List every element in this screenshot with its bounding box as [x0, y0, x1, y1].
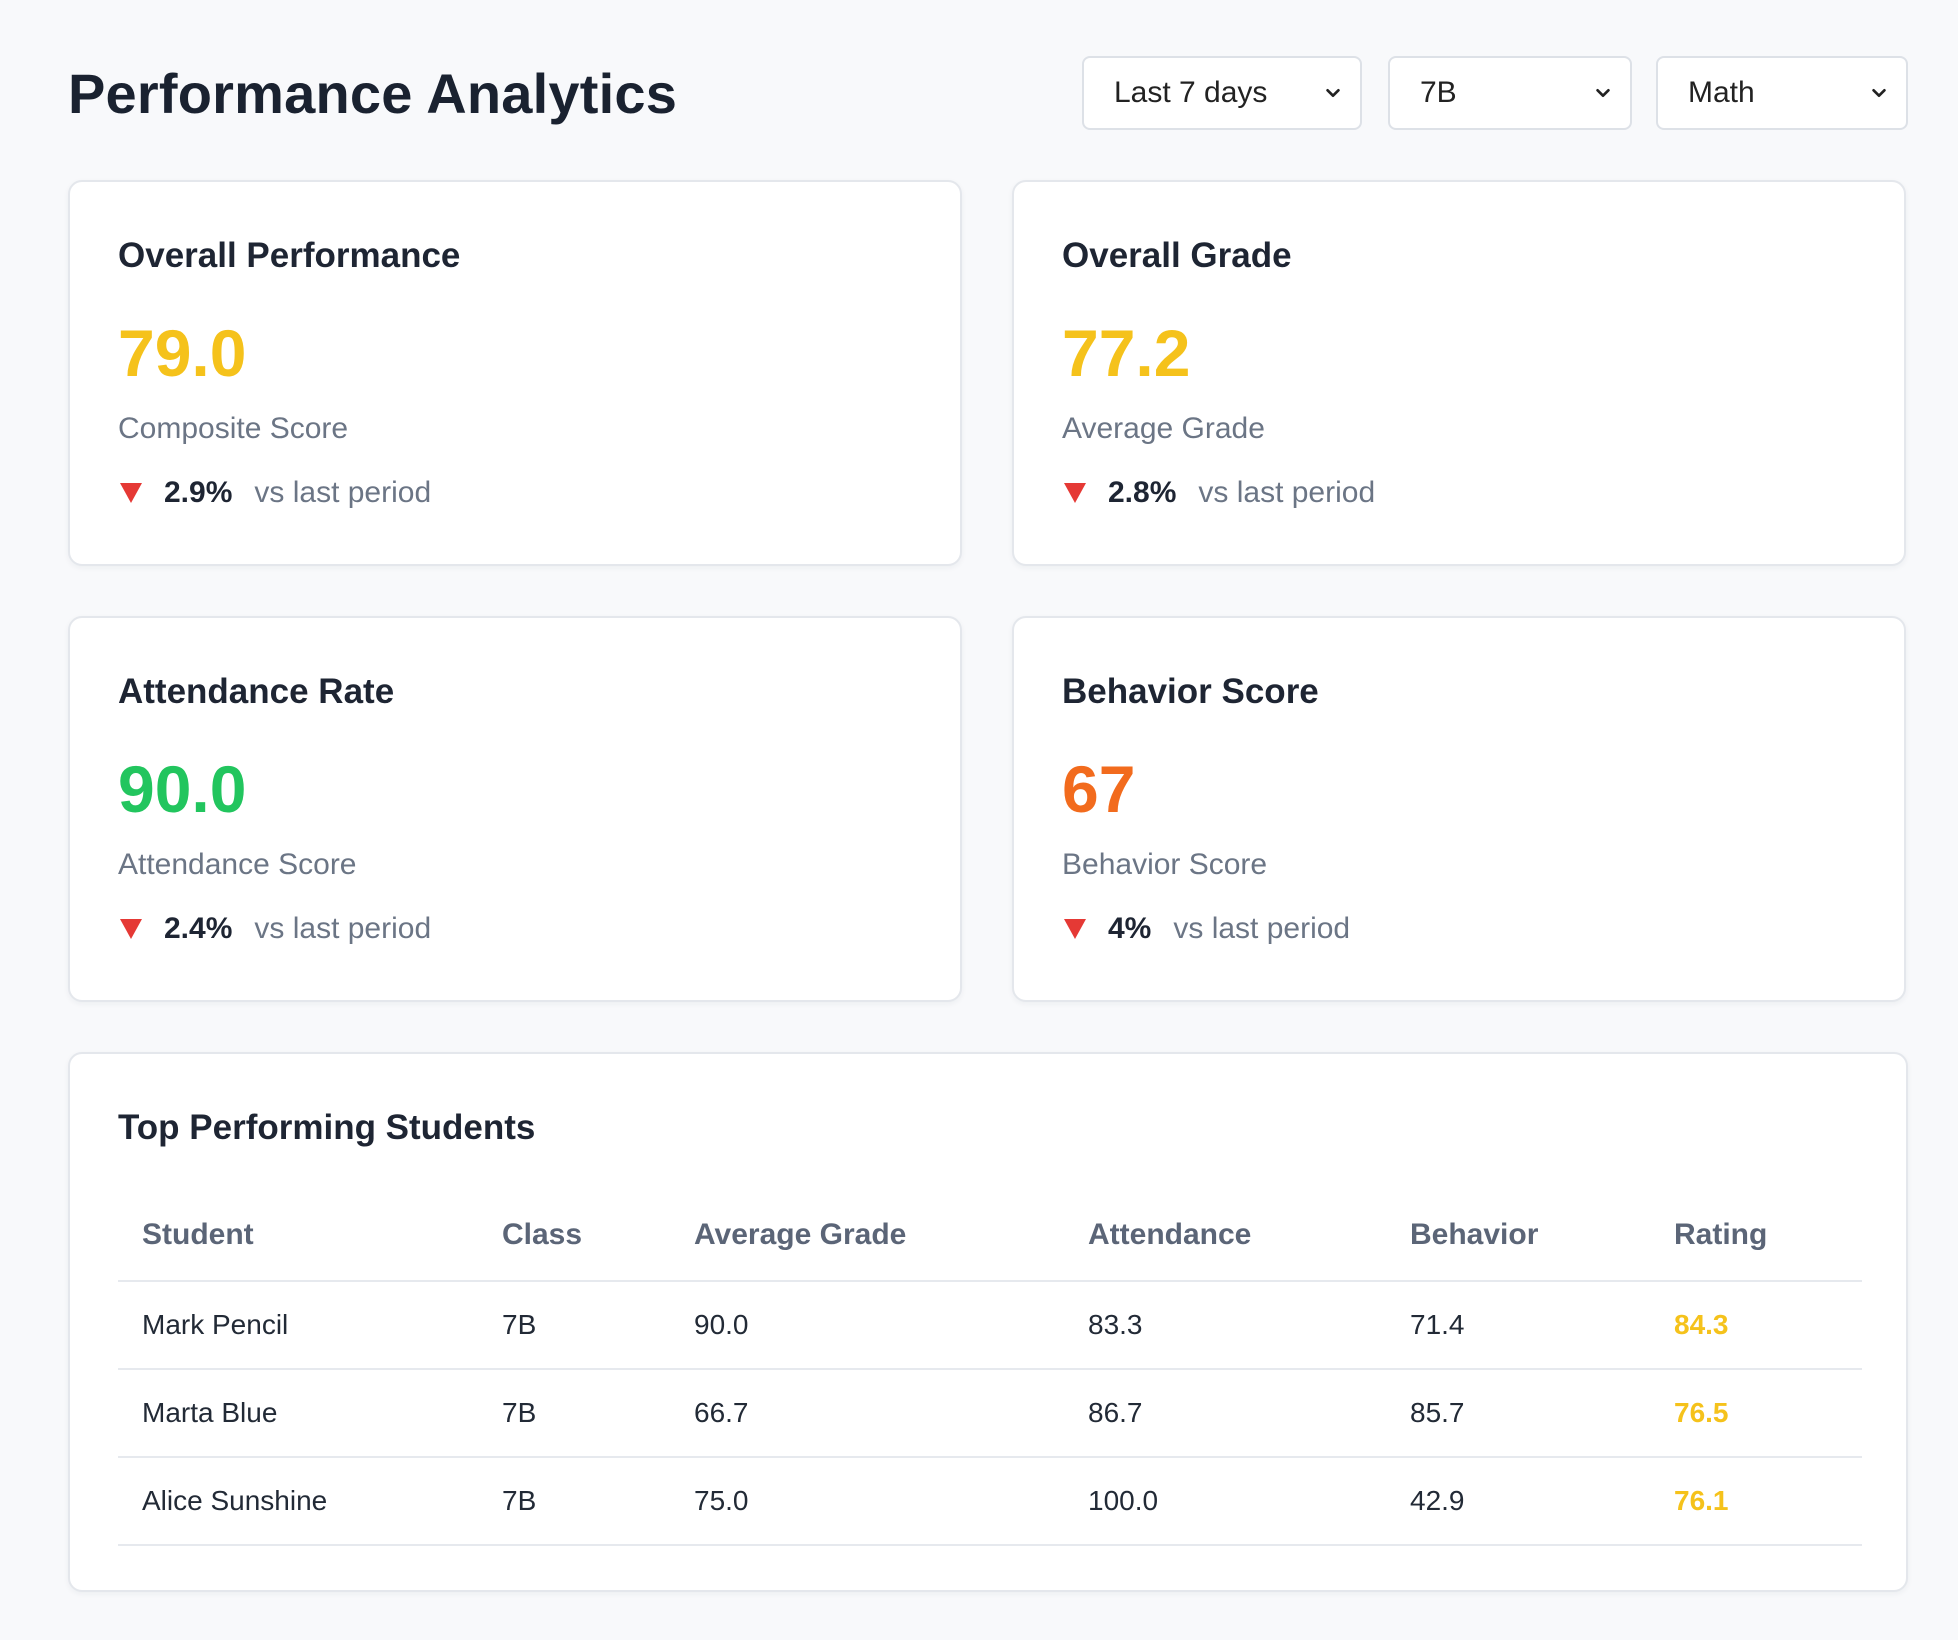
behavior-cell: 42.9 — [1410, 1485, 1465, 1516]
metric-label: Composite Score — [118, 412, 349, 445]
metric-title: Overall Performance — [118, 236, 461, 275]
metric-value: 90.0 — [118, 752, 247, 826]
student-name-cell: Alice Sunshine — [142, 1485, 328, 1516]
class-select[interactable]: 7B — [1388, 56, 1632, 130]
trend-down-icon — [1064, 919, 1086, 939]
change-text: vs last period — [254, 912, 432, 945]
page-title: Performance Analytics — [68, 62, 678, 125]
metric-change: 4% vs last period — [1062, 910, 1904, 948]
column-header-behavior[interactable]: Behavior — [1410, 1218, 1539, 1251]
change-text: vs last period — [254, 476, 432, 509]
student-name-cell: Marta Blue — [142, 1397, 278, 1428]
metric-title: Behavior Score — [1062, 672, 1319, 711]
behavior-cell: 71.4 — [1410, 1309, 1465, 1340]
change-text: vs last period — [1198, 476, 1376, 509]
table-row[interactable]: Marta Blue 7B 66.7 86.7 85.7 76.5 — [118, 1370, 1862, 1458]
table-title: Top Performing Students — [118, 1108, 536, 1147]
trend-down-icon — [1064, 483, 1086, 503]
table-row[interactable]: Mark Pencil 7B 90.0 83.3 71.4 84.3 — [118, 1282, 1862, 1370]
metric-label: Behavior Score — [1062, 848, 1268, 881]
average-grade-cell: 66.7 — [694, 1397, 749, 1428]
metric-value: 77.2 — [1062, 316, 1191, 390]
student-name-cell: Mark Pencil — [142, 1309, 289, 1340]
rating-cell: 84.3 — [1674, 1309, 1729, 1340]
trend-down-icon — [120, 483, 142, 503]
overall-performance-card: Overall Performance 79.0 Composite Score… — [68, 180, 962, 566]
change-value: 2.4% — [164, 912, 233, 945]
change-value: 2.9% — [164, 476, 233, 509]
column-header-rating[interactable]: Rating — [1674, 1218, 1768, 1251]
behavior-cell: 85.7 — [1410, 1397, 1465, 1428]
metric-label: Attendance Score — [118, 848, 357, 881]
column-header-class[interactable]: Class — [502, 1218, 583, 1251]
metric-label: Average Grade — [1062, 412, 1265, 445]
column-header-attendance[interactable]: Attendance — [1088, 1218, 1252, 1251]
class-select-value: 7B — [1420, 76, 1457, 109]
period-select-value: Last 7 days — [1114, 76, 1268, 109]
chevron-down-icon — [1326, 88, 1340, 98]
overall-grade-card: Overall Grade 77.2 Average Grade 2.8% vs… — [1012, 180, 1906, 566]
class-cell: 7B — [502, 1309, 537, 1340]
column-header-student[interactable]: Student — [142, 1218, 254, 1251]
trend-down-icon — [120, 919, 142, 939]
top-students-card: Top Performing Students Student Class Av… — [68, 1052, 1908, 1592]
students-table: Student Class Average Grade Attendance B… — [118, 1190, 1862, 1546]
attendance-cell: 100.0 — [1088, 1485, 1159, 1516]
rating-cell: 76.5 — [1674, 1397, 1729, 1428]
metric-change: 2.8% vs last period — [1062, 474, 1904, 512]
metric-change: 2.9% vs last period — [118, 474, 960, 512]
attendance-cell: 83.3 — [1088, 1309, 1143, 1340]
metric-change: 2.4% vs last period — [118, 910, 960, 948]
metric-value: 79.0 — [118, 316, 247, 390]
metric-title: Attendance Rate — [118, 672, 395, 711]
chevron-down-icon — [1596, 88, 1610, 98]
average-grade-cell: 75.0 — [694, 1485, 749, 1516]
metric-value: 67 — [1062, 752, 1136, 826]
class-cell: 7B — [502, 1485, 537, 1516]
column-header-average-grade[interactable]: Average Grade — [694, 1218, 907, 1251]
behavior-score-card: Behavior Score 67 Behavior Score 4% vs l… — [1012, 616, 1906, 1002]
change-value: 2.8% — [1108, 476, 1177, 509]
attendance-rate-card: Attendance Rate 90.0 Attendance Score 2.… — [68, 616, 962, 1002]
subject-select[interactable]: Math — [1656, 56, 1908, 130]
table-header-row: Student Class Average Grade Attendance B… — [118, 1190, 1862, 1282]
metric-title: Overall Grade — [1062, 236, 1292, 275]
change-value: 4% — [1108, 912, 1152, 945]
period-select[interactable]: Last 7 days — [1082, 56, 1362, 130]
chevron-down-icon — [1872, 88, 1886, 98]
attendance-cell: 86.7 — [1088, 1397, 1143, 1428]
change-text: vs last period — [1173, 912, 1351, 945]
rating-cell: 76.1 — [1674, 1485, 1729, 1516]
subject-select-value: Math — [1688, 76, 1755, 109]
table-row[interactable]: Alice Sunshine 7B 75.0 100.0 42.9 76.1 — [118, 1458, 1862, 1546]
class-cell: 7B — [502, 1397, 537, 1428]
average-grade-cell: 90.0 — [694, 1309, 749, 1340]
